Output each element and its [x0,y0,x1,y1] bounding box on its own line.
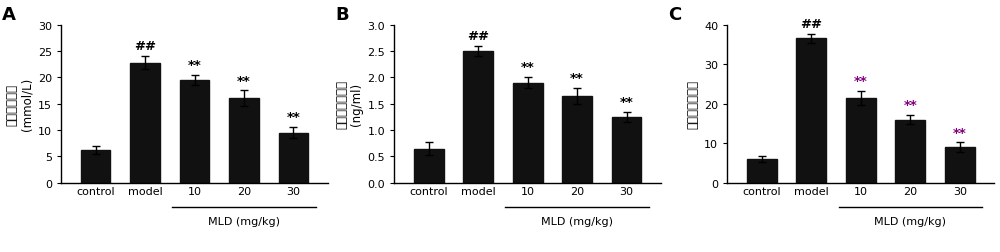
Bar [463,52,493,183]
Text: **: ** [854,74,868,87]
Text: B: B [335,6,349,24]
Bar [81,150,110,183]
Bar [180,81,209,183]
Text: **: ** [903,99,917,111]
Y-axis label: 空腹血糖水平
(mmol/L): 空腹血糖水平 (mmol/L) [6,78,34,131]
Bar [612,117,641,183]
Bar [895,120,925,183]
Text: **: ** [237,74,251,87]
Text: **: ** [287,111,300,124]
Bar [130,63,160,183]
Text: C: C [668,6,682,24]
Text: ##: ## [134,40,156,53]
Text: **: ** [521,61,535,74]
Text: **: ** [188,59,201,72]
Y-axis label: 胰岛素敏感指数: 胰岛素敏感指数 [687,80,700,129]
Bar [846,98,876,183]
Text: **: ** [570,72,584,85]
Text: **: ** [620,95,634,108]
Bar [513,83,543,183]
Bar [562,97,592,183]
Bar [796,39,826,183]
Text: MLD (mg/kg): MLD (mg/kg) [874,216,946,226]
Text: ##: ## [800,18,822,30]
Bar [414,149,444,183]
Text: MLD (mg/kg): MLD (mg/kg) [541,216,613,226]
Text: **: ** [953,126,967,139]
Y-axis label: 空腹胰岛素水平
(ng/ml): 空腹胰岛素水平 (ng/ml) [335,80,363,129]
Bar [945,148,975,183]
Bar [229,99,259,183]
Text: MLD (mg/kg): MLD (mg/kg) [208,216,280,226]
Bar [747,160,777,183]
Text: A: A [2,6,16,24]
Bar [279,133,308,183]
Text: ##: ## [467,29,489,43]
